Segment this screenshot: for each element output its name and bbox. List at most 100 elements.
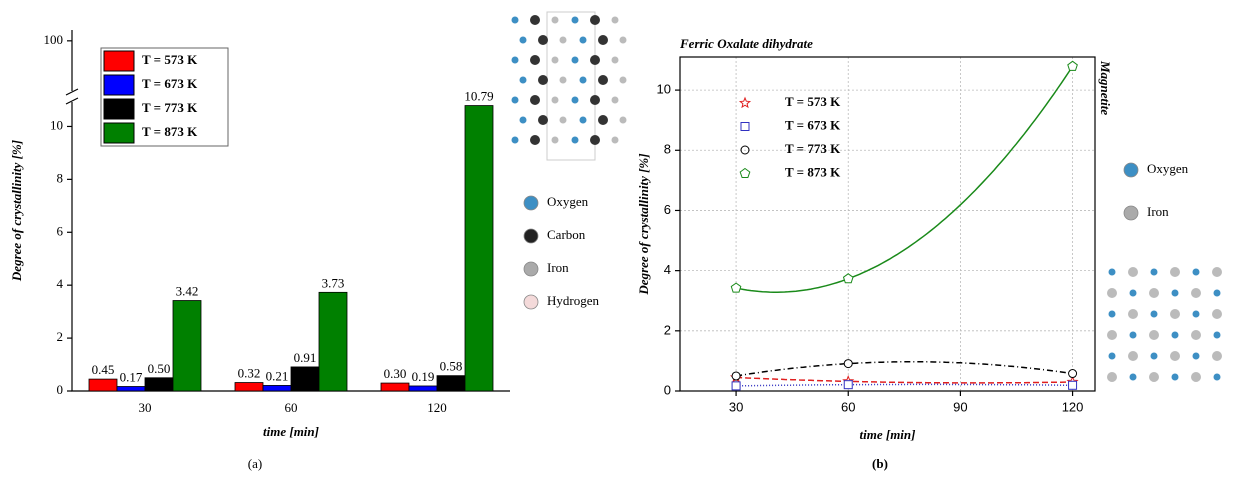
atom — [1191, 372, 1201, 382]
value-label: 0.58 — [440, 359, 463, 374]
atom — [1128, 267, 1138, 277]
atom — [511, 56, 519, 64]
atom — [1149, 330, 1159, 340]
bar — [290, 366, 320, 392]
atom — [571, 16, 579, 24]
legend-label: T = 673 K — [785, 117, 841, 132]
atom — [538, 75, 548, 85]
atom — [571, 136, 579, 144]
marker — [740, 145, 750, 155]
plot-frame — [679, 56, 1096, 392]
legend-swatch — [103, 122, 135, 144]
legend-label: T = 873 K — [785, 164, 841, 179]
x-tick-label: 60 — [285, 400, 298, 415]
atom — [1170, 309, 1180, 319]
atom — [611, 96, 619, 104]
x-tick-label: 120 — [427, 400, 447, 415]
marker — [739, 167, 751, 178]
atom — [530, 135, 540, 145]
atom — [551, 16, 559, 24]
element-label: Iron — [1147, 204, 1169, 219]
atom — [530, 15, 540, 25]
atom — [579, 76, 587, 84]
value-label: 3.73 — [322, 275, 345, 290]
bar — [464, 105, 494, 392]
y-tick-label: 0 — [664, 382, 671, 397]
y-axis-label: Degree of crystallinity [%] — [636, 153, 651, 295]
legend-swatch — [103, 50, 135, 72]
atom — [1191, 288, 1201, 298]
atom — [1213, 331, 1221, 339]
element-swatch — [523, 261, 539, 277]
atom — [511, 96, 519, 104]
x-tick-label: 30 — [139, 400, 152, 415]
value-label: 0.17 — [120, 369, 143, 384]
legend-label: T = 573 K — [142, 52, 198, 67]
element-swatch — [1123, 205, 1139, 221]
atom — [619, 76, 627, 84]
marker — [842, 273, 854, 284]
legend-label: T = 873 K — [142, 124, 198, 139]
marker — [1068, 369, 1078, 379]
atom — [1149, 288, 1159, 298]
value-label: 0.19 — [412, 369, 435, 384]
atom — [1149, 372, 1159, 382]
y-tick-label: 0 — [57, 382, 64, 397]
fit-curve — [735, 360, 1073, 377]
y-tick-label: 10 — [657, 82, 671, 97]
atom — [1192, 310, 1200, 318]
element-swatch — [523, 195, 539, 211]
y-tick-label: 6 — [664, 202, 671, 217]
atom — [1108, 310, 1116, 318]
atom — [590, 55, 600, 65]
element-swatch — [1123, 162, 1139, 178]
x-axis-label: time [min] — [860, 427, 916, 442]
value-label: 0.45 — [92, 362, 115, 377]
legend-label: T = 673 K — [142, 76, 198, 91]
y-tick-label: 2 — [57, 329, 64, 344]
atom — [1107, 372, 1117, 382]
fit-curve — [736, 383, 1073, 387]
element-label: Oxygen — [547, 194, 589, 209]
atom — [1150, 352, 1158, 360]
atom — [1171, 331, 1179, 339]
bar — [380, 382, 410, 392]
x-tick-label: 120 — [1062, 399, 1084, 414]
legend-label: T = 773 K — [142, 100, 198, 115]
atom — [551, 96, 559, 104]
atom — [590, 15, 600, 25]
y-tick-label: 8 — [664, 142, 671, 157]
atom — [1129, 331, 1137, 339]
atom — [1212, 267, 1222, 277]
atom — [579, 116, 587, 124]
x-tick-label: 60 — [841, 399, 855, 414]
atom — [590, 95, 600, 105]
atom — [519, 76, 527, 84]
atom — [1129, 373, 1137, 381]
legend-label: T = 773 K — [785, 141, 841, 156]
marker — [730, 282, 742, 293]
atom — [1108, 268, 1116, 276]
bar — [144, 377, 174, 392]
atom — [1129, 289, 1137, 297]
atom — [519, 36, 527, 44]
atom — [1213, 289, 1221, 297]
bar — [116, 386, 146, 392]
atom — [611, 16, 619, 24]
atom — [1128, 309, 1138, 319]
y-tick-label: 6 — [57, 223, 64, 238]
atom — [511, 16, 519, 24]
atom — [619, 36, 627, 44]
bar — [172, 300, 202, 392]
bar — [318, 291, 348, 392]
atom — [1212, 351, 1222, 361]
atom — [571, 56, 579, 64]
atom — [1171, 373, 1179, 381]
atom — [551, 136, 559, 144]
atom — [519, 116, 527, 124]
x-tick-label: 90 — [953, 399, 967, 414]
atom — [530, 55, 540, 65]
element-swatch — [523, 228, 539, 244]
atom — [530, 95, 540, 105]
atom — [538, 35, 548, 45]
